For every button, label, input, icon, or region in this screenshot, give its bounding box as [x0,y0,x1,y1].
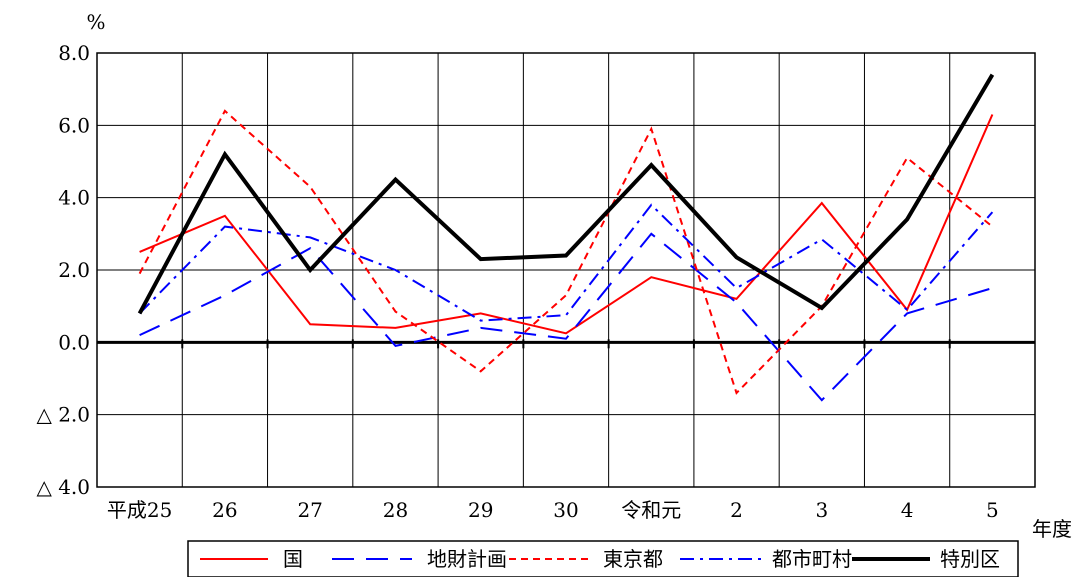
y-tick-label-2: 4.0 [58,186,90,210]
y-tick-label-6: △ 4.0 [36,475,90,499]
x-tick-label-3: 28 [383,498,408,522]
legend-label-3: 都市町村 [772,547,852,571]
x-tick-label-4: 29 [468,498,493,522]
y-tick-label-1: 6.0 [58,113,90,137]
x-tick-label-2: 27 [297,498,322,522]
legend-label-1: 地財計画 [427,547,507,571]
series-line-4 [137,73,995,315]
x-tick-label-6: 令和元 [621,498,681,522]
series-line-2 [138,109,994,395]
x-tick-label-0: 平成25 [107,498,172,522]
x-tick-label-1: 26 [212,498,237,522]
x-tick-label-10: 5 [986,498,999,522]
y-tick-label-3: 2.0 [58,258,90,282]
legend-label-4: 特別区 [940,547,1000,571]
x-axis-label: 年度 [1032,517,1072,541]
y-tick-label-0: 8.0 [58,41,90,65]
x-tick-label-7: 2 [730,498,743,522]
series-line-0 [139,114,994,335]
x-tick-label-8: 3 [815,498,828,522]
x-tick-label-5: 30 [553,498,578,522]
series-line-1 [139,232,993,402]
legend-box [187,540,1019,578]
y-tick-label-5: △ 2.0 [36,403,90,427]
legend-label-0: 国 [283,547,303,571]
plot-frame [96,52,1036,488]
x-tick-label-9: 4 [901,498,914,522]
y-tick-label-4: 0.0 [58,330,90,354]
legend-label-2: 東京都 [603,547,663,571]
y-axis-label: % [86,10,105,34]
